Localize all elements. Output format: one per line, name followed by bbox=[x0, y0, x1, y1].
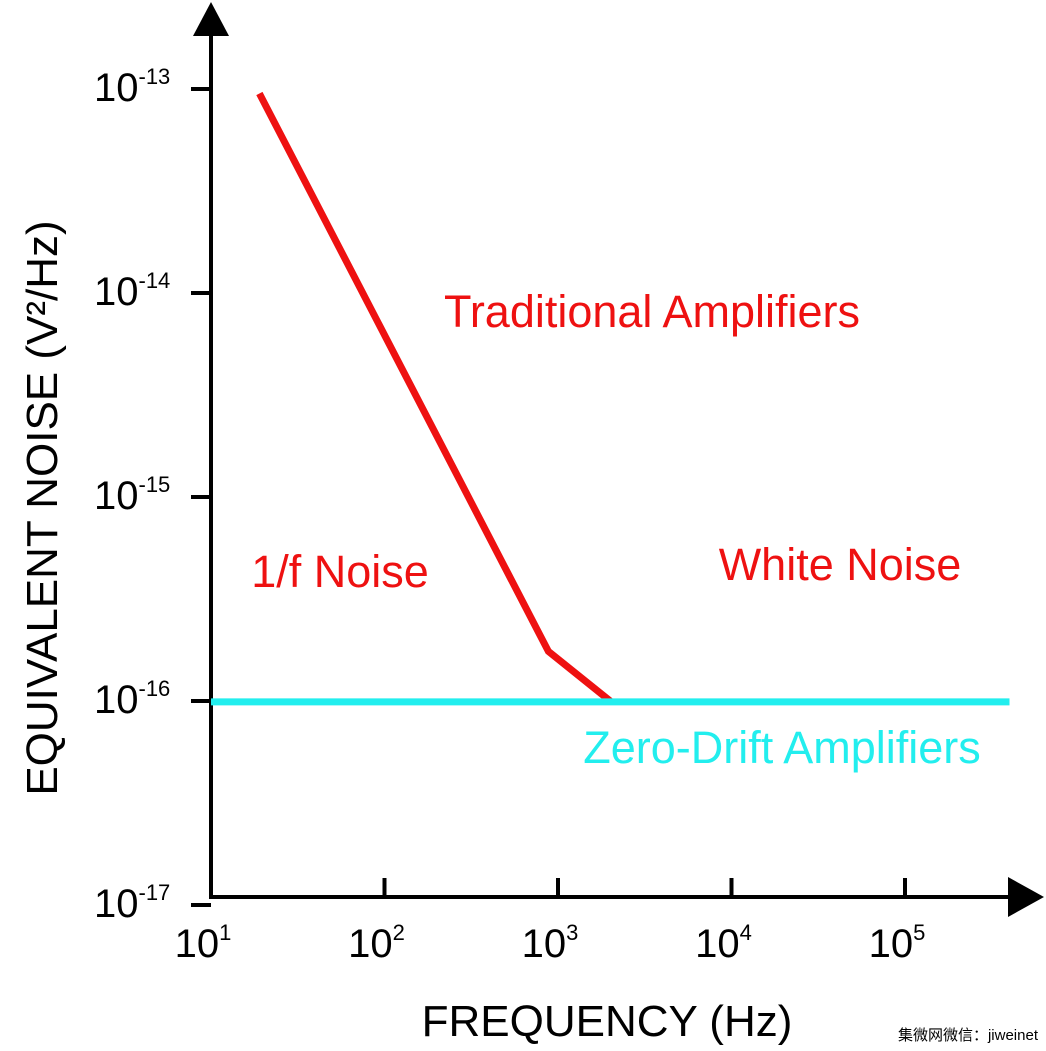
x-tick-label: 105 bbox=[869, 920, 926, 966]
x-axis-arrow bbox=[1008, 877, 1044, 917]
annotation-zero-drift: Zero-Drift Amplifiers bbox=[583, 722, 981, 773]
y-axis-arrow bbox=[193, 2, 229, 36]
annotation-traditional: Traditional Amplifiers bbox=[444, 286, 860, 337]
y-tick-label: 10-17 bbox=[94, 880, 170, 926]
annotation-1f-noise: 1/f Noise bbox=[251, 546, 429, 597]
y-ticks: 10-13 10-14 10-15 10-16 10-17 bbox=[94, 64, 211, 926]
y-tick-label: 10-14 bbox=[94, 268, 170, 314]
x-tick-label: 102 bbox=[348, 920, 405, 966]
y-tick-label: 10-16 bbox=[94, 676, 170, 722]
series-layer bbox=[211, 91, 1010, 706]
x-tick-label: 104 bbox=[695, 920, 752, 966]
annotation-white-noise: White Noise bbox=[719, 539, 962, 590]
y-tick-label: 10-13 bbox=[94, 64, 170, 110]
x-tick-label: 101 bbox=[175, 920, 232, 966]
x-tick-label: 103 bbox=[522, 920, 579, 966]
x-axis-title: FREQUENCY (Hz) bbox=[422, 997, 793, 1046]
y-tick-label: 10-15 bbox=[94, 472, 170, 518]
y-axis-title: EQUIVALENT NOISE (V²/Hz) bbox=[18, 220, 67, 795]
series-line-traditional-amplifiers bbox=[256, 91, 613, 704]
x-ticks: 101 102 103 104 105 bbox=[175, 878, 926, 966]
watermark: 集微网微信：jiweinet bbox=[898, 1027, 1039, 1044]
